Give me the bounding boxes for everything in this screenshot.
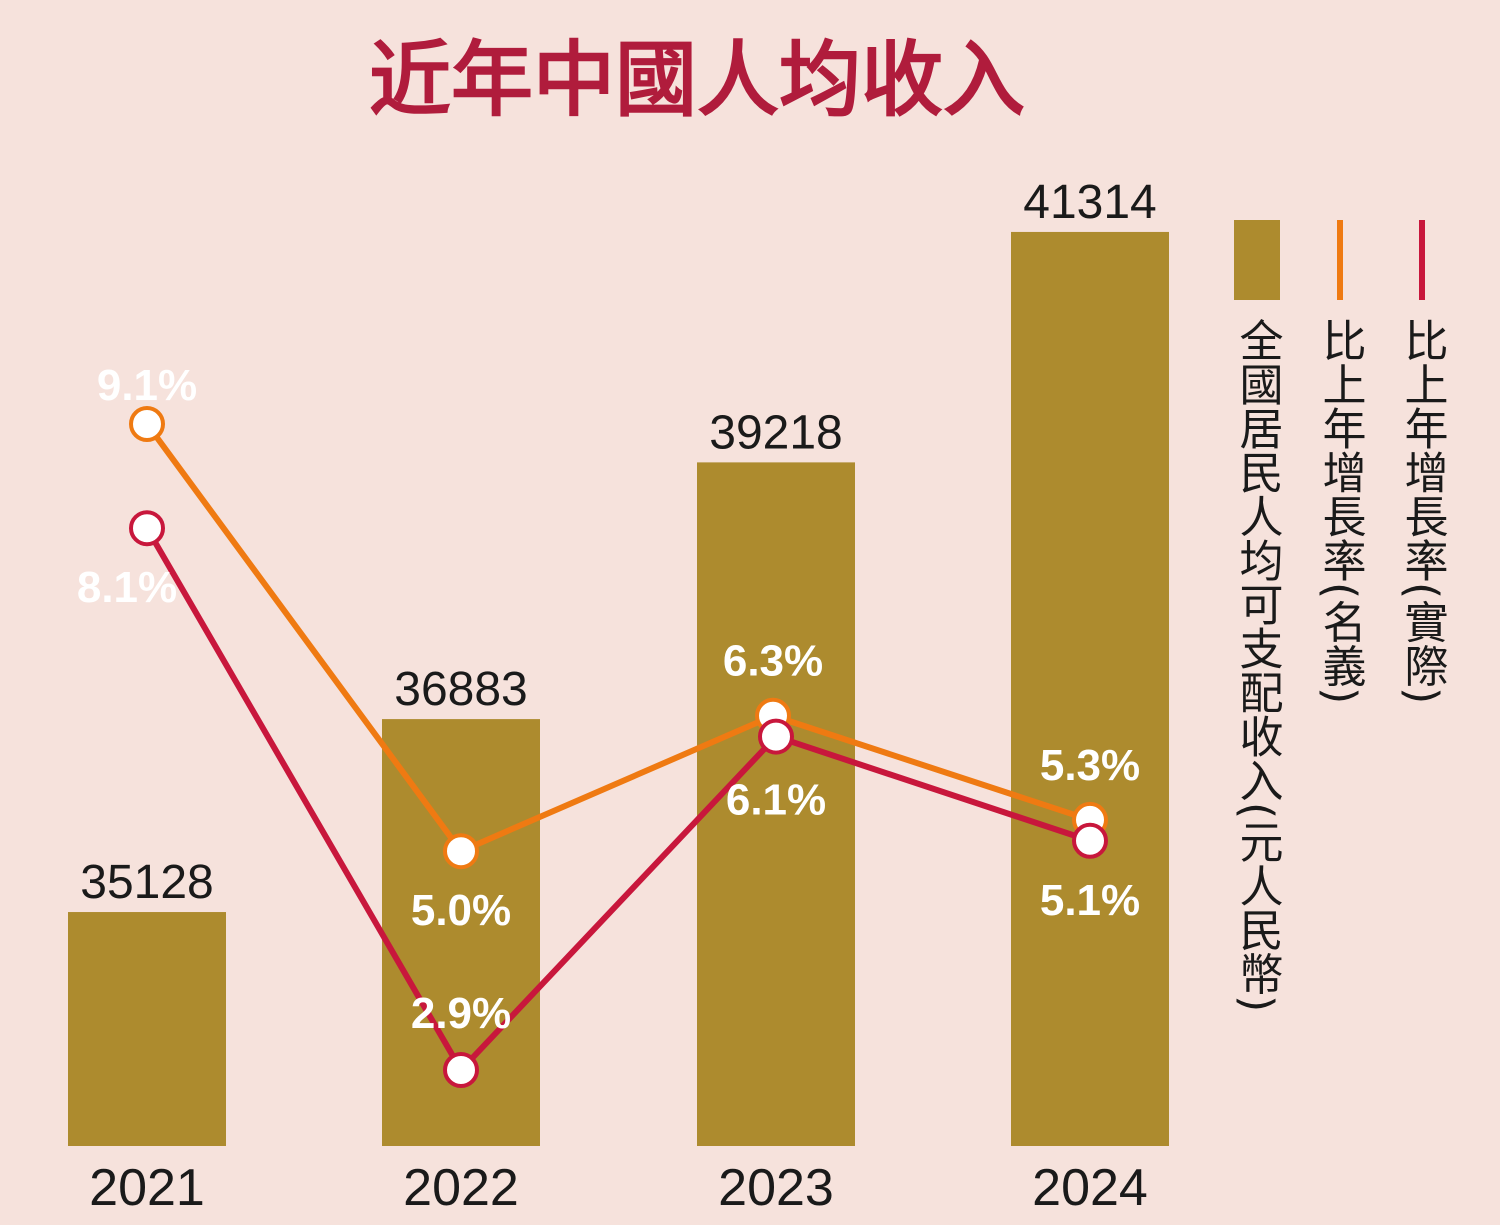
x-tick-2024: 2024 <box>1032 1159 1148 1217</box>
legend-nominal-swatch <box>1337 220 1343 300</box>
legend-nominal-label: 比上年增長率(名義) <box>1315 318 1366 704</box>
bar-value-2022: 36883 <box>394 663 527 716</box>
growth-labels: 9.1% 5.0% 6.3% 5.3% 8.1% 2.9% 6.1% 5.1% <box>77 361 1140 1038</box>
x-tick-2021: 2021 <box>89 1159 205 1217</box>
line-series-nominal <box>144 422 1091 855</box>
label-real-2023: 6.1% <box>726 776 826 825</box>
growth-lines <box>144 422 1091 1073</box>
legend-bar-label: 全國居民人均可支配收入(元人民幣) <box>1232 318 1283 1013</box>
bar-value-labels: 35128 36883 39218 41314 <box>80 176 1156 909</box>
point-nominal-2022 <box>443 833 479 870</box>
label-nominal-2024: 5.3% <box>1040 741 1140 790</box>
legend: 全國居民人均可支配收入(元人民幣) 比上年增長率(名義) 比上年增長率(實際) <box>1232 220 1448 1012</box>
label-nominal-2021: 9.1% <box>97 361 197 410</box>
label-real-2022: 2.9% <box>411 989 511 1038</box>
x-tick-2022: 2022 <box>403 1159 519 1217</box>
label-real-2021: 8.1% <box>77 563 177 612</box>
point-real-2021 <box>129 510 165 547</box>
bar-value-2024: 41314 <box>1023 176 1156 229</box>
bar-2023 <box>697 462 855 1147</box>
bar-2024 <box>1011 231 1169 1147</box>
label-real-2024: 5.1% <box>1040 876 1140 925</box>
line-series-real <box>144 526 1091 1073</box>
point-nominal-2021 <box>129 406 165 442</box>
growth-points <box>129 406 1108 1088</box>
legend-bar-swatch <box>1234 220 1280 300</box>
point-real-2022 <box>443 1052 479 1088</box>
label-nominal-2022: 5.0% <box>411 886 511 935</box>
bar-2021 <box>68 912 226 1146</box>
point-real-2024 <box>1072 822 1108 859</box>
x-axis-tick-labels: 2021 2022 2023 2024 <box>89 1159 1148 1217</box>
x-tick-2023: 2023 <box>718 1159 834 1217</box>
legend-real-swatch <box>1419 220 1425 300</box>
label-nominal-2023: 6.3% <box>723 637 823 686</box>
bar-series <box>68 231 1169 1147</box>
point-real-2023 <box>758 718 794 755</box>
chart-title: 近年中國人均收入 <box>369 33 1025 128</box>
bar-value-2023: 39218 <box>709 406 842 459</box>
legend-real-label: 比上年增長率(實際) <box>1397 318 1448 704</box>
bar-value-2021: 35128 <box>80 856 213 909</box>
